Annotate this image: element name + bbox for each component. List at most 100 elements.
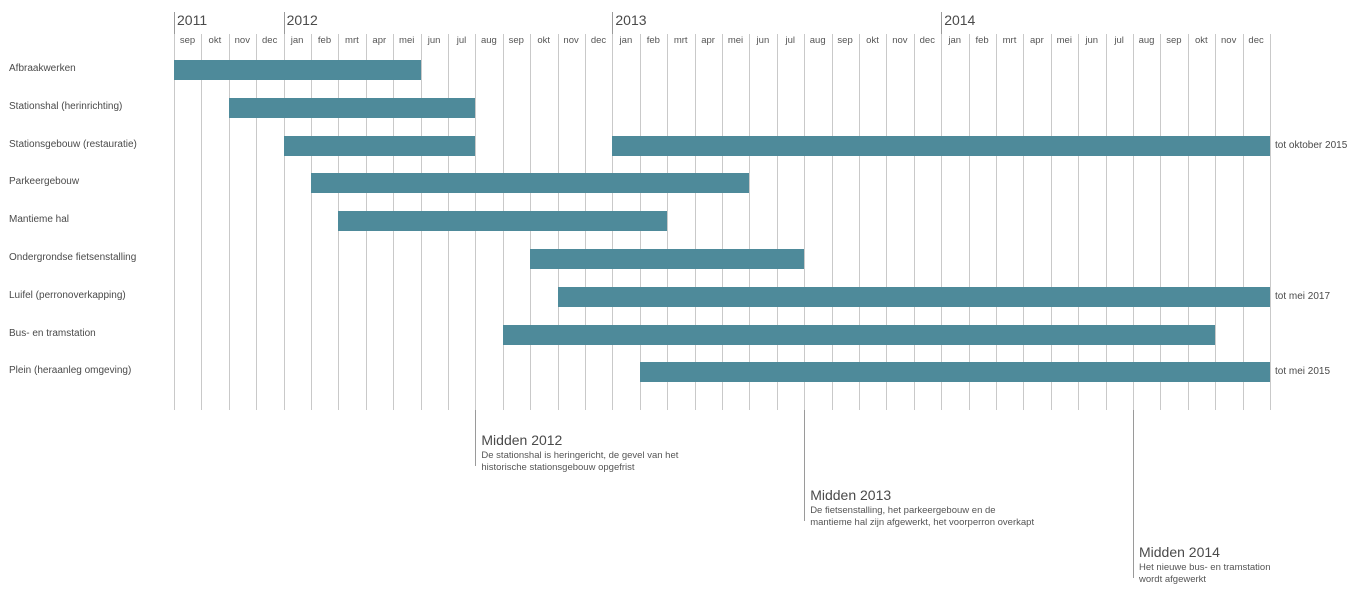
- month-gridline: [968, 34, 970, 410]
- month-label: jul: [1114, 35, 1124, 46]
- month-label: sep: [179, 35, 196, 46]
- year-marker: [612, 12, 614, 34]
- month-label: mei: [399, 35, 415, 46]
- month-gridline: [804, 34, 806, 410]
- month-label: jun: [756, 35, 770, 46]
- task-note: tot mei 2017: [1275, 290, 1331, 302]
- task-label: Ondergrondse fietsenstalling: [9, 252, 137, 263]
- month-gridline: [311, 34, 312, 410]
- task-label: Bus- en tramstation: [9, 327, 96, 339]
- task-note: tot oktober 2015: [1275, 139, 1348, 151]
- task-label: Stationsgebouw (restauratie): [9, 138, 137, 150]
- month-label: mei: [727, 35, 744, 46]
- month-gridline: [722, 34, 723, 410]
- month-label: apr: [701, 35, 715, 46]
- month-gridline: [201, 34, 203, 410]
- task-bar: [228, 97, 476, 118]
- milestone-line: [804, 410, 806, 521]
- task-label: Parkeergebouw: [9, 176, 80, 188]
- month-label: dec: [1248, 35, 1264, 46]
- month-label: mrt: [1002, 35, 1017, 46]
- year-label: 2014: [944, 12, 976, 28]
- month-gridline: [1133, 34, 1134, 410]
- month-label: apr: [372, 35, 387, 46]
- year-label: 2011: [177, 12, 208, 28]
- month-gridline: [1187, 34, 1189, 410]
- month-label: jun: [427, 35, 441, 46]
- month-gridline: [886, 34, 888, 410]
- month-label: jul: [785, 35, 796, 46]
- month-label: jan: [948, 35, 962, 46]
- month-label: mei: [1056, 35, 1072, 46]
- milestone-text: De stationshal is heringericht, de gevel…: [481, 450, 679, 461]
- month-gridline: [694, 34, 696, 410]
- year-marker: [941, 12, 943, 34]
- milestone-title: Midden 2012: [481, 432, 563, 448]
- month-label: okt: [1194, 35, 1208, 46]
- task-bar: [283, 135, 476, 156]
- task-label: Mantiemе hal: [9, 214, 70, 226]
- month-gridline: [1078, 34, 1080, 410]
- month-label: jun: [1085, 35, 1099, 46]
- month-gridline: [1270, 34, 1271, 410]
- task-bar: [311, 173, 750, 194]
- milestone-text: wordt afgewerkt: [1139, 574, 1207, 585]
- month-gridline: [859, 34, 860, 410]
- month-label: aug: [809, 35, 826, 46]
- month-gridline: [1105, 34, 1107, 410]
- month-label: nov: [563, 35, 579, 46]
- task-label: Afbraakwerken: [9, 63, 76, 74]
- month-label: jul: [456, 35, 467, 46]
- month-label: sep: [1166, 35, 1182, 46]
- year-label: 2013: [615, 12, 647, 28]
- month-label: feb: [317, 35, 332, 46]
- milestone-text: Het nieuwe bus- en tramstation: [1139, 562, 1271, 573]
- milestone-line: [475, 410, 477, 466]
- milestone-line: [1133, 410, 1134, 578]
- month-label: okt: [866, 35, 879, 46]
- month-gridline: [749, 34, 751, 410]
- milestone-title: Midden 2014: [1139, 544, 1220, 560]
- month-gridline: [996, 34, 997, 410]
- month-label: nov: [892, 35, 908, 46]
- month-label: feb: [646, 35, 660, 46]
- milestone-text: mantieme hal zijn afgewerkt, het voorper…: [810, 517, 1035, 528]
- task-label: Stationshal (herinrichting): [9, 100, 123, 112]
- month-gridline: [256, 34, 258, 410]
- year-label: 2012: [286, 12, 318, 28]
- month-gridline: [1160, 34, 1162, 410]
- milestone-title: Midden 2013: [810, 487, 892, 503]
- month-gridline: [831, 34, 833, 410]
- month-label: nov: [234, 35, 250, 46]
- month-gridline: [941, 34, 943, 410]
- month-gridline: [1242, 34, 1244, 410]
- month-label: dec: [590, 35, 607, 46]
- month-label: sep: [837, 35, 853, 46]
- month-gridline: [667, 34, 669, 410]
- month-label: okt: [537, 35, 551, 46]
- month-label: dec: [919, 35, 935, 46]
- month-gridline: [283, 34, 285, 410]
- task-label: Plein (heraanleg omgeving): [9, 365, 132, 377]
- month-label: okt: [208, 35, 222, 46]
- task-bar: [530, 249, 805, 269]
- month-label: aug: [480, 35, 497, 46]
- month-label: mrt: [673, 35, 688, 46]
- month-gridline: [776, 34, 778, 410]
- milestone-text: historische stationsgebouw opgefrist: [481, 462, 635, 473]
- month-label: jan: [290, 35, 304, 46]
- task-bar: [174, 60, 421, 80]
- month-label: jan: [619, 35, 633, 46]
- month-label: sep: [508, 35, 524, 46]
- month-label: nov: [1221, 35, 1237, 46]
- month-label: feb: [975, 35, 989, 46]
- month-label: dec: [262, 35, 278, 46]
- month-gridline: [1050, 34, 1052, 410]
- year-marker: [283, 12, 285, 34]
- month-label: aug: [1138, 35, 1155, 46]
- task-bar: [557, 286, 1270, 307]
- month-gridline: [174, 34, 175, 410]
- month-gridline: [1023, 34, 1025, 410]
- task-bar: [639, 362, 1270, 383]
